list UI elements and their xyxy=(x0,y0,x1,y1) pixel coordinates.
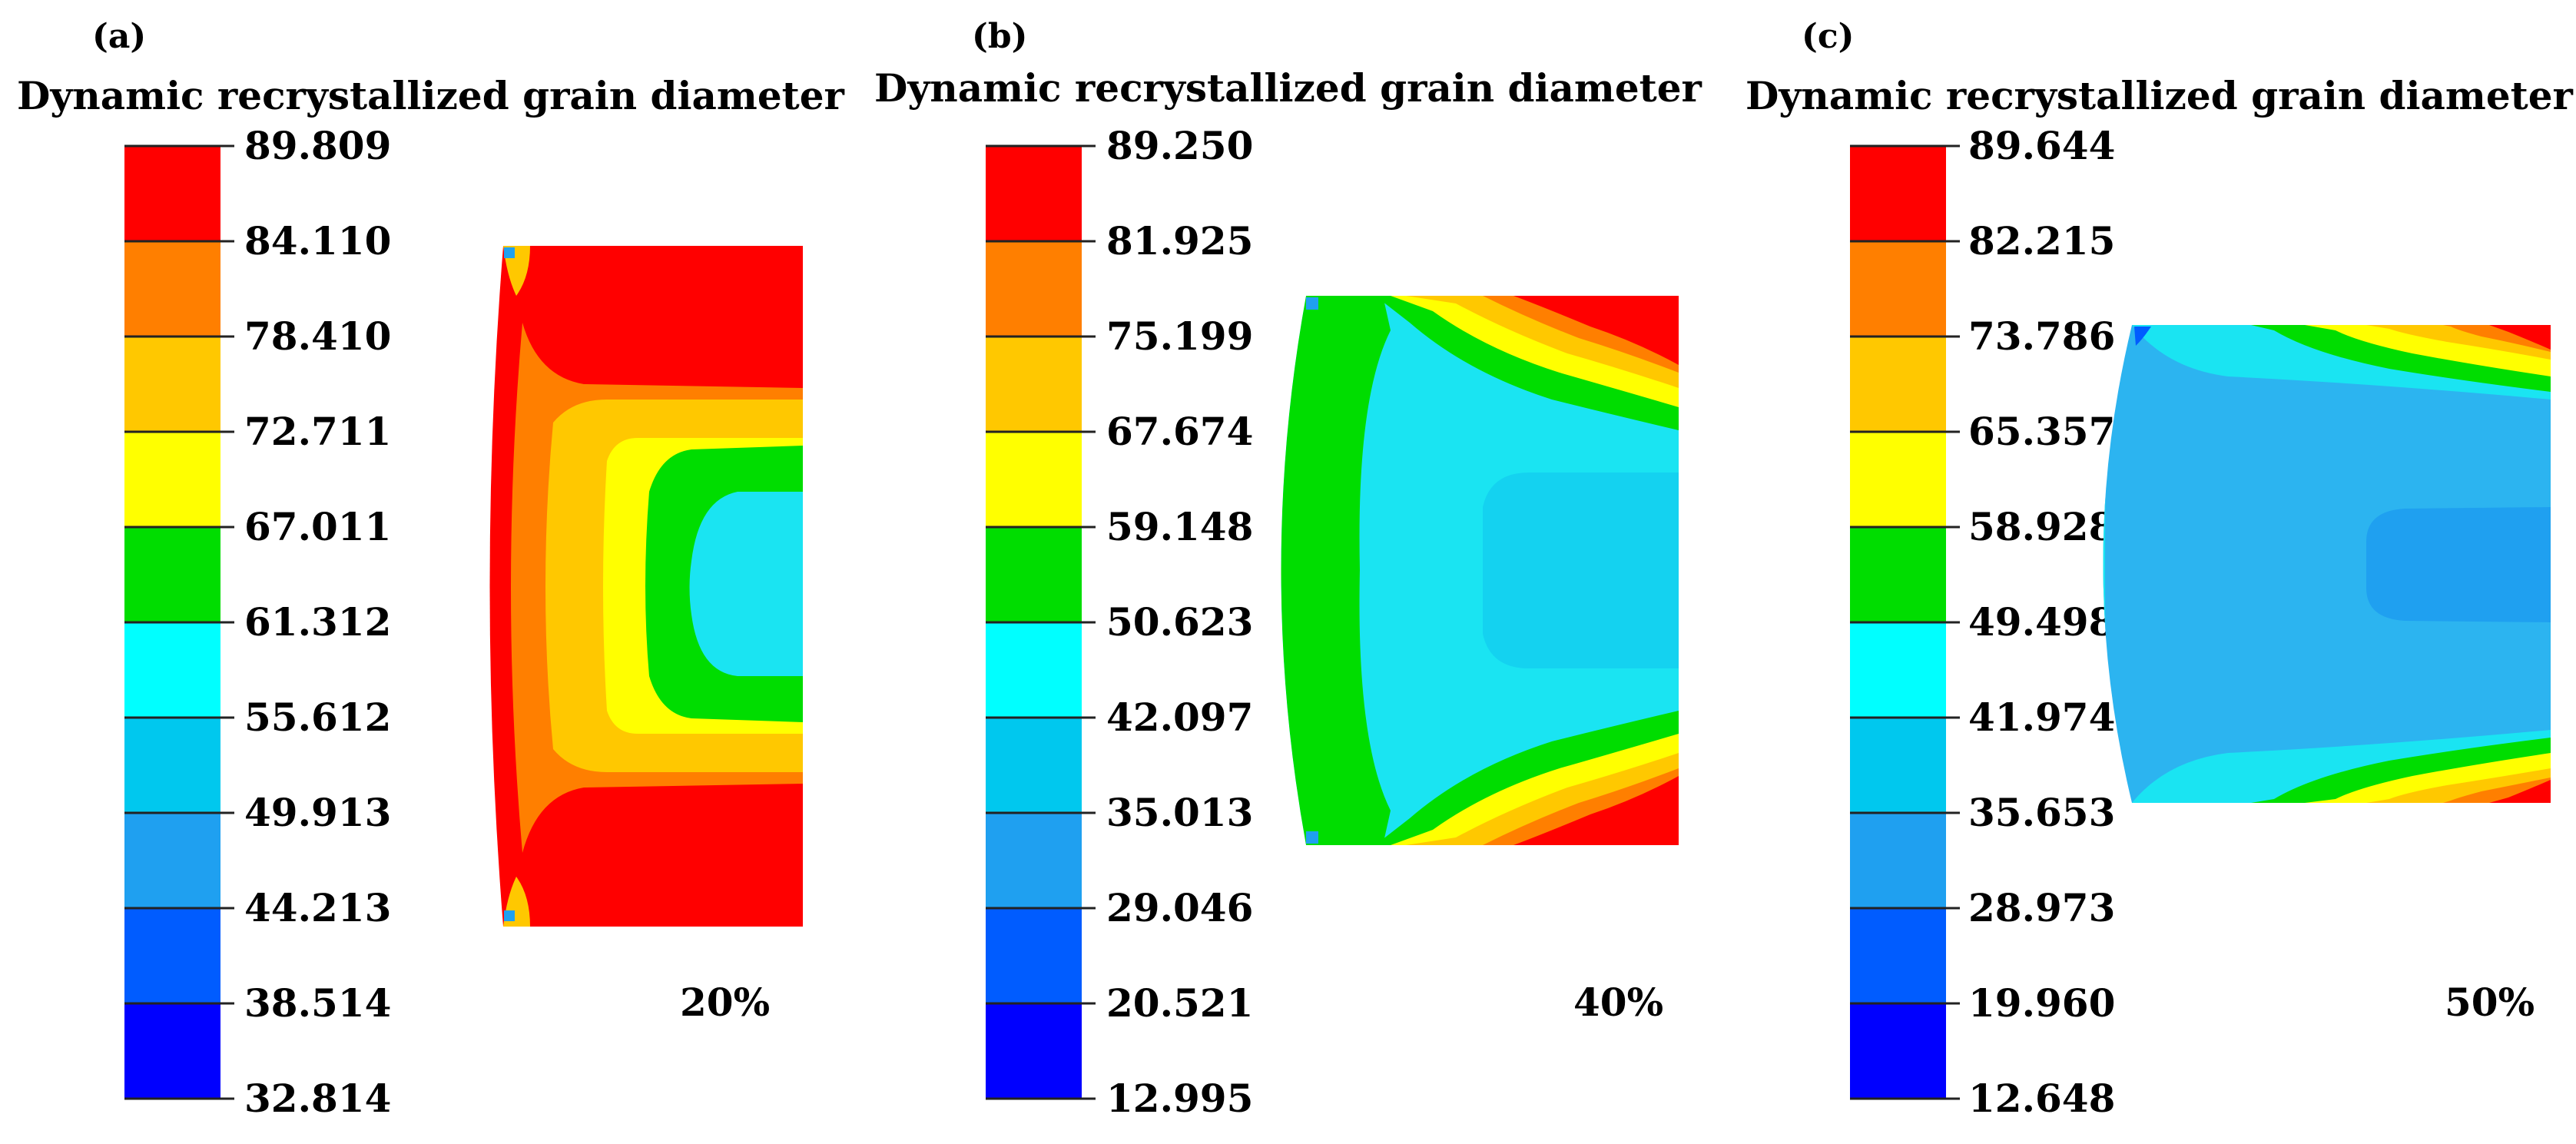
tick-label: 35.013 xyxy=(1106,790,1253,835)
contour-map xyxy=(1281,296,1679,845)
legend-band xyxy=(1850,718,1946,813)
legend-band xyxy=(124,146,220,241)
tick-label: 73.786 xyxy=(1968,313,2115,359)
tick-label: 89.809 xyxy=(244,123,391,168)
legend-band xyxy=(986,337,1082,432)
panel-label: (a) xyxy=(92,17,146,56)
legend-band xyxy=(986,527,1082,622)
tick-label: 49.913 xyxy=(244,790,391,835)
tick-label: 81.925 xyxy=(1106,218,1253,264)
legend-band xyxy=(986,813,1082,908)
tick-label: 38.514 xyxy=(244,980,391,1026)
tick-label: 59.148 xyxy=(1106,504,1253,549)
legend-tick-labels: 89.250 81.925 75.199 67.674 59.148 50.62… xyxy=(1106,123,1253,1121)
legend-band xyxy=(1850,432,1946,527)
legend-band xyxy=(124,1003,220,1099)
legend-tick-labels: 89.644 82.215 73.786 65.357 58.928 49.49… xyxy=(1968,123,2115,1121)
panel-label: (b) xyxy=(972,17,1027,56)
legend-band xyxy=(124,337,220,432)
panel-b: (b) Dynamic recrystallized grain diamete… xyxy=(874,17,1702,1121)
tick-label: 12.995 xyxy=(1106,1076,1253,1121)
tick-label: 67.674 xyxy=(1106,409,1253,454)
legend-ticks xyxy=(986,144,1096,1100)
tick-label: 72.711 xyxy=(244,409,391,454)
tick-label: 50.623 xyxy=(1106,599,1253,645)
strain-label: 40% xyxy=(1573,980,1663,1025)
panel-label: (c) xyxy=(1802,17,1854,56)
tick-label: 67.011 xyxy=(244,504,391,549)
legend-title: Dynamic recrystallized grain diameter xyxy=(17,73,845,118)
legend-title: Dynamic recrystallized grain diameter xyxy=(1746,73,2574,118)
tick-label: 65.357 xyxy=(1968,409,2115,454)
tick-label: 19.960 xyxy=(1968,980,2115,1026)
tick-label: 84.110 xyxy=(244,218,391,264)
legend-band xyxy=(124,622,220,718)
tick-label: 49.498 xyxy=(1968,599,2115,645)
color-legend xyxy=(986,144,1096,1100)
legend-band xyxy=(986,241,1082,337)
tick-label: 12.648 xyxy=(1968,1076,2115,1121)
tick-label: 20.521 xyxy=(1106,980,1253,1026)
legend-ticks xyxy=(1850,144,1960,1100)
legend-band xyxy=(124,241,220,337)
tick-label: 55.612 xyxy=(244,695,391,740)
legend-tick-labels: 89.809 84.110 78.410 72.711 67.011 61.31… xyxy=(244,123,391,1121)
tick-label: 89.644 xyxy=(1968,123,2115,168)
legend-band xyxy=(1850,813,1946,908)
tick-label: 28.973 xyxy=(1968,885,2115,930)
legend-band xyxy=(124,718,220,813)
legend-band xyxy=(124,908,220,1003)
panel-a: (a) Dynamic recrystallized grain diamete… xyxy=(17,17,845,1121)
legend-band xyxy=(1850,337,1946,432)
legend-band xyxy=(1850,241,1946,337)
contour-map xyxy=(2103,325,2551,803)
color-legend xyxy=(1850,144,1960,1100)
legend-band xyxy=(1850,622,1946,718)
legend-title: Dynamic recrystallized grain diameter xyxy=(874,65,1702,111)
legend-band xyxy=(1850,146,1946,241)
legend-band xyxy=(124,432,220,527)
tick-label: 78.410 xyxy=(244,313,391,359)
tick-label: 58.928 xyxy=(1968,504,2115,549)
legend-band xyxy=(986,146,1082,241)
legend-band xyxy=(1850,908,1946,1003)
color-legend xyxy=(124,144,234,1100)
legend-band xyxy=(986,1003,1082,1099)
legend-band xyxy=(1850,527,1946,622)
tick-label: 42.097 xyxy=(1106,695,1253,740)
legend-band xyxy=(986,718,1082,813)
tick-label: 29.046 xyxy=(1106,885,1253,930)
strain-label: 20% xyxy=(680,980,770,1025)
legend-band xyxy=(124,813,220,908)
tick-label: 35.653 xyxy=(1968,790,2115,835)
tick-label: 75.199 xyxy=(1106,313,1253,359)
panel-c: (c) Dynamic recrystallized grain diamete… xyxy=(1746,17,2574,1121)
tick-label: 82.215 xyxy=(1968,218,2115,264)
tick-label: 41.974 xyxy=(1968,695,2115,740)
legend-ticks xyxy=(124,144,234,1100)
tick-label: 44.213 xyxy=(244,885,391,930)
tick-label: 32.814 xyxy=(244,1076,391,1121)
legend-band xyxy=(986,908,1082,1003)
legend-band xyxy=(986,432,1082,527)
legend-band xyxy=(986,622,1082,718)
legend-band xyxy=(124,527,220,622)
tick-label: 61.312 xyxy=(244,599,391,645)
tick-label: 89.250 xyxy=(1106,123,1253,168)
contour-map xyxy=(489,246,803,927)
legend-band xyxy=(1850,1003,1946,1099)
strain-label: 50% xyxy=(2445,980,2535,1025)
